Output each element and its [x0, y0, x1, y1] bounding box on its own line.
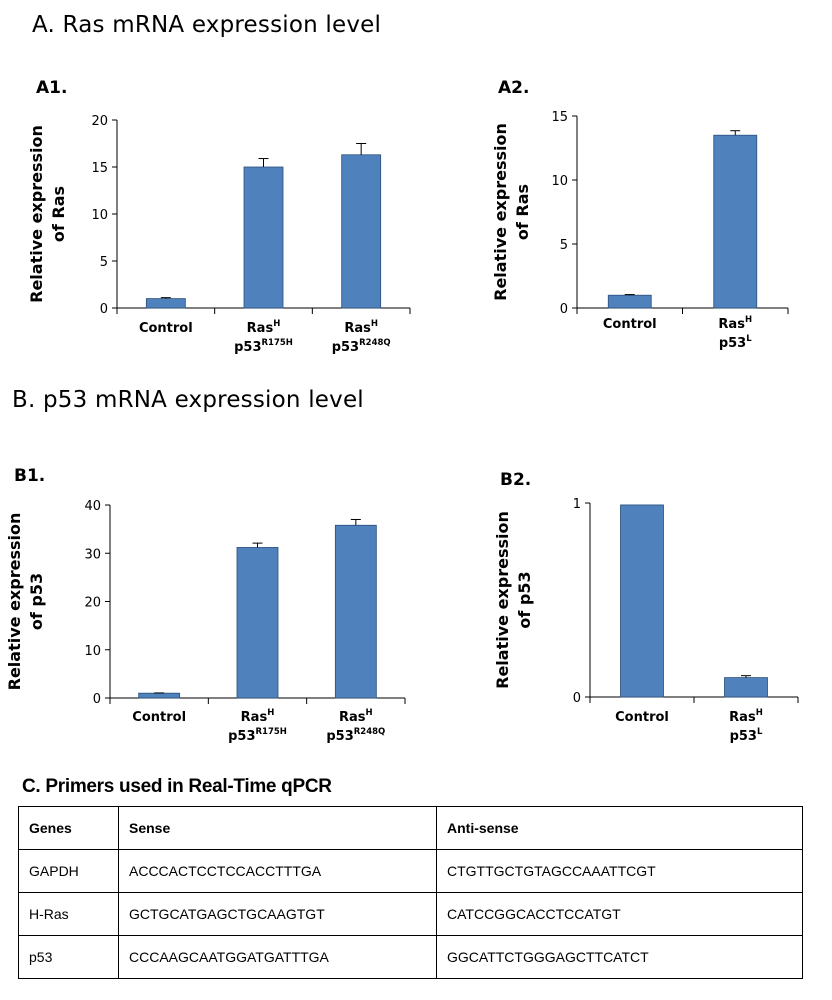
x-category-label: RasH — [729, 708, 763, 725]
y-axis-label: Relative expression — [493, 511, 512, 689]
x-category-label-line2: p53L — [719, 334, 752, 351]
x-category-label-line2: p53R248Q — [332, 338, 391, 355]
chart-b1: 0 10 20 30 40 Relative expression of p53 Contro… — [5, 499, 406, 744]
y-tick-label: 0 — [93, 692, 101, 707]
gene-cell: GAPDH — [18, 849, 119, 893]
x-category-label: Control — [603, 317, 657, 332]
y-tick-label: 15 — [91, 161, 108, 176]
y-tick-label: 20 — [91, 114, 108, 129]
bar-b2-0 — [620, 504, 664, 698]
y-axis-label: of p53 — [515, 571, 534, 628]
bar-b2-1 — [724, 677, 768, 698]
sense-cell: GCTGCATGAGCTGCAAGTGT — [118, 892, 437, 936]
chart-a2: 0 5 10 15 Relative expression of Ras Control Ra… — [491, 110, 789, 351]
y-tick-label: 0 — [573, 691, 581, 706]
x-category-label-line2: p53R248Q — [326, 727, 385, 744]
y-tick-label: 15 — [551, 110, 568, 125]
y-tick-label: 10 — [551, 174, 568, 189]
anti-sense-cell: CATCCGGCACCTCCATGT — [436, 892, 803, 936]
sense-cell: CCCAAGCAATGGATGATTTGA — [118, 935, 437, 979]
x-category-label: Control — [615, 710, 669, 725]
bar-a2-0 — [607, 294, 652, 309]
anti-sense-cell: GGCATTCTGGGAGCTTCATCT — [436, 935, 803, 979]
x-category-label-line2: p53R175H — [228, 727, 287, 744]
y-axis-label: Relative expression — [491, 123, 510, 301]
table-title: C. Primers used in Real-Time qPCR — [22, 776, 332, 797]
panel-label-b1: B1. — [14, 466, 46, 486]
bar-b1-0 — [138, 692, 181, 699]
chart-b2: 0 1 Relative expression of p53 Control RasH p5… — [493, 497, 799, 744]
y-tick-label: 1 — [573, 497, 581, 512]
x-category-label: RasH — [241, 708, 275, 725]
x-category-label: RasH — [718, 315, 752, 332]
y-tick-label: 30 — [84, 547, 101, 562]
section-a-title: A. Ras mRNA expression level — [32, 12, 382, 38]
y-axis-label: Relative expression — [5, 513, 24, 691]
table-row: H-Ras GCTGCATGAGCTGCAAGTGT CATCCGGCACCTC… — [18, 892, 803, 936]
y-tick-label: 0 — [100, 302, 108, 317]
y-tick-label: 10 — [84, 644, 101, 659]
x-category-label: Control — [139, 321, 193, 336]
y-axis-label: Relative expression — [27, 125, 46, 303]
chart-a1: 0 5 10 15 20 Relative expression of Ras Control… — [27, 114, 411, 355]
primer-table: Genes Sense Anti-sense GAPDH ACCCACTCCTC… — [18, 806, 803, 979]
y-tick-label: 10 — [91, 208, 108, 223]
y-axis-label: of p53 — [27, 573, 46, 630]
header-anti-sense: Anti-sense — [436, 806, 803, 850]
y-tick-label: 5 — [100, 255, 108, 270]
x-category-label: RasH — [344, 319, 378, 336]
panel-label-b2: B2. — [500, 470, 532, 490]
header-genes: Genes — [18, 806, 119, 850]
anti-sense-cell: CTGTTGCTGTAGCCAAATTCGT — [436, 849, 803, 893]
bar-a2-1 — [713, 134, 758, 309]
bar-a1-2 — [341, 154, 382, 309]
y-axis-label: of Ras — [49, 186, 68, 242]
x-category-label-line2: p53L — [730, 727, 763, 744]
gene-cell: H-Ras — [18, 892, 119, 936]
bar-a1-0 — [145, 298, 186, 309]
x-category-label: RasH — [339, 708, 373, 725]
sense-cell: ACCCACTCCTCCACCTTTGA — [118, 849, 437, 893]
x-category-label-line2: p53R175H — [234, 338, 293, 355]
bar-b1-1 — [236, 547, 279, 699]
y-tick-label: 40 — [84, 499, 101, 514]
header-sense: Sense — [118, 806, 437, 850]
section-b-title: B. p53 mRNA expression level — [12, 387, 364, 413]
bar-a1-1 — [243, 166, 284, 309]
y-tick-label: 5 — [560, 238, 568, 253]
x-category-label: Control — [132, 710, 186, 725]
x-category-label: RasH — [247, 319, 281, 336]
table-header-row: Genes Sense Anti-sense — [18, 806, 803, 850]
panel-label-a1: A1. — [36, 78, 68, 98]
y-tick-label: 20 — [84, 596, 101, 611]
table-row: GAPDH ACCCACTCCTCCACCTTTGA CTGTTGCTGTAGC… — [18, 849, 803, 893]
panel-label-a2: A2. — [498, 78, 530, 98]
bar-b1-2 — [334, 524, 377, 699]
gene-cell: p53 — [18, 935, 119, 979]
y-tick-label: 0 — [560, 302, 568, 317]
y-axis-label: of Ras — [513, 184, 532, 240]
table-row: p53 CCCAAGCAATGGATGATTTGA GGCATTCTGGGAGC… — [18, 935, 803, 979]
